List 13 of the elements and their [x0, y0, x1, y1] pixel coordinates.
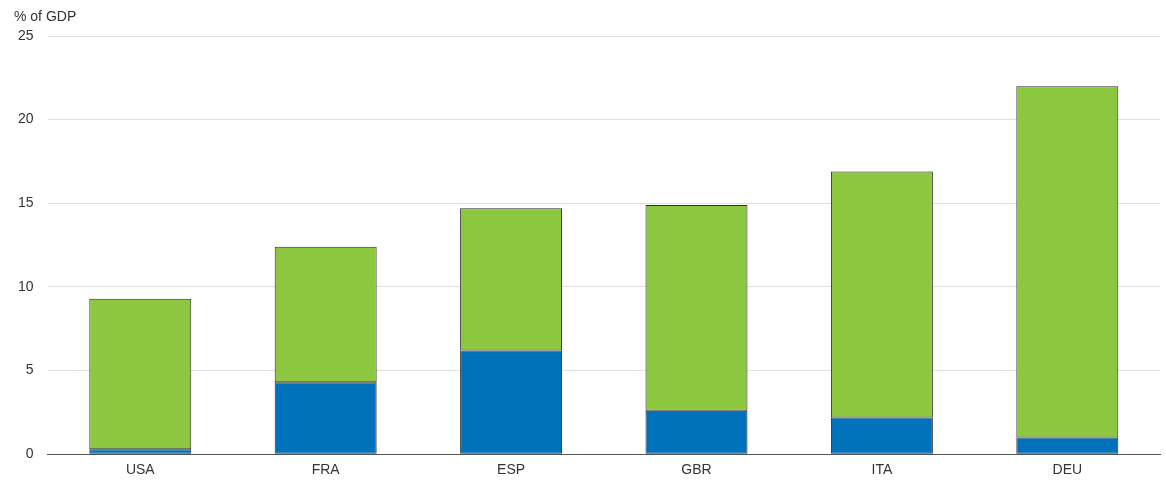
y-tick-label: 15 — [17, 194, 34, 211]
x-tick-label: GBR — [681, 461, 712, 478]
y-tick-label: 25 — [17, 26, 34, 43]
x-tick-label: ESP — [497, 461, 526, 478]
x-tick-label: DEU — [1052, 461, 1083, 478]
y-tick-label: 5 — [25, 361, 34, 378]
y-axis-title: % of GDP — [14, 7, 77, 24]
y-tick-label: 10 — [17, 277, 34, 294]
x-tick-label: ITA — [871, 461, 893, 478]
x-tick-label: FRA — [311, 461, 341, 478]
x-tick-label: USA — [125, 461, 156, 478]
y-tick-label: 20 — [17, 110, 34, 127]
y-tick-label: 0 — [25, 445, 34, 462]
